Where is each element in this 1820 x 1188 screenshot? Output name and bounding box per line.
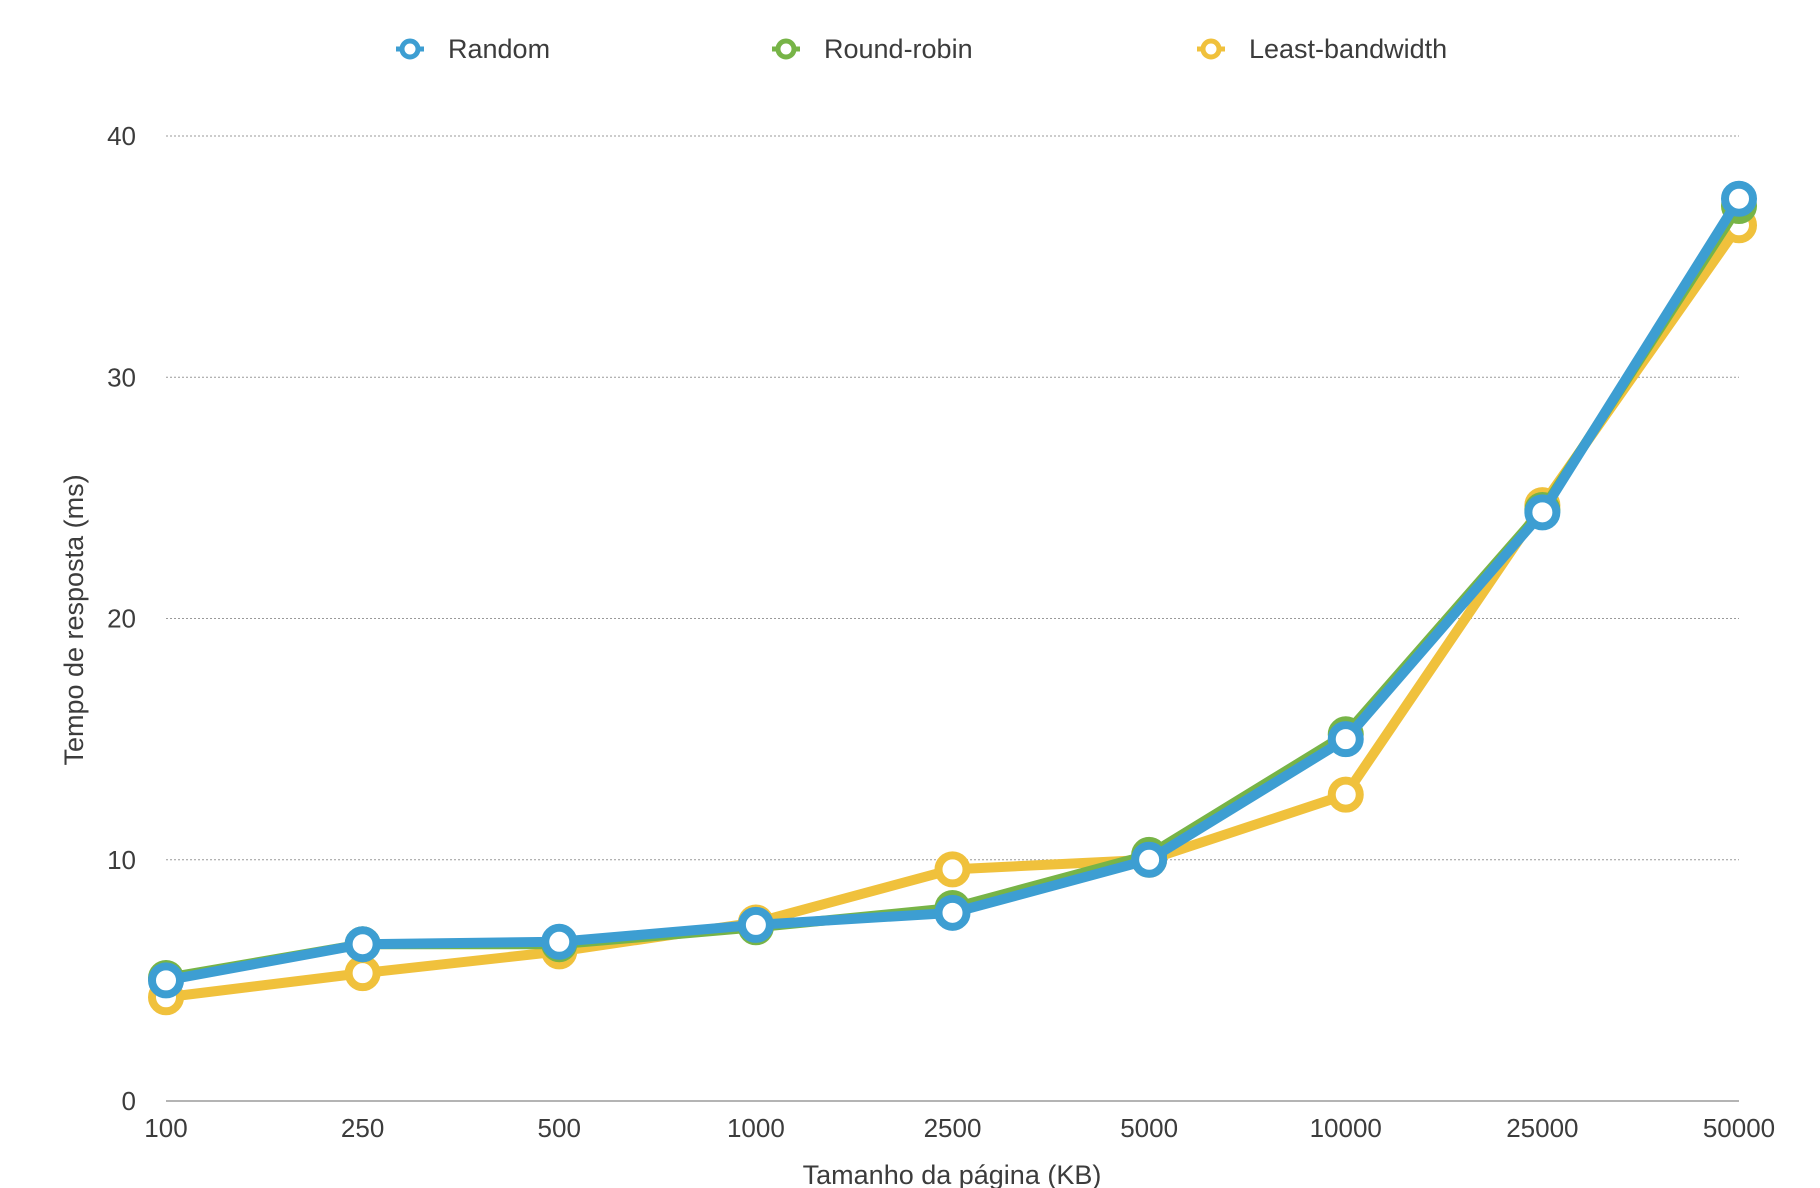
- data-point-random: [934, 894, 971, 931]
- legend-item-round-robin: Round-robin: [772, 34, 973, 64]
- series-random: [148, 180, 1757, 999]
- x-tick-label: 100: [144, 1113, 187, 1143]
- data-point-least-bandwidth: [934, 851, 971, 888]
- data-point-least-bandwidth: [344, 955, 381, 992]
- data-point-random: [1131, 841, 1168, 878]
- series-layer: [148, 180, 1757, 1016]
- data-point-random: [1327, 721, 1364, 758]
- y-tick-label: 10: [107, 845, 136, 875]
- grid-layer: [166, 135, 1739, 1102]
- data-point-random: [541, 923, 578, 960]
- legend-item-random: Random: [396, 34, 550, 64]
- x-tick-labels: 100 250 500 1000 2500 5000 10000 25000 50000: [144, 1113, 1775, 1143]
- legend-marker-icon: [1200, 38, 1222, 60]
- x-tick-label: 5000: [1120, 1113, 1178, 1143]
- x-tick-label: 500: [538, 1113, 581, 1143]
- legend-label: Least-bandwidth: [1249, 34, 1447, 64]
- y-tick-label: 0: [122, 1086, 136, 1116]
- legend-marker-icon: [775, 38, 797, 60]
- legend-item-least-bandwidth: Least-bandwidth: [1197, 34, 1447, 64]
- y-tick-label: 40: [107, 121, 136, 151]
- x-tick-label: 250: [341, 1113, 384, 1143]
- legend: Random Round-robin Least-bandwidth: [396, 34, 1447, 64]
- data-point-random: [1721, 180, 1757, 217]
- data-point-random: [737, 906, 774, 943]
- x-tick-label: 1000: [727, 1113, 785, 1143]
- data-point-least-bandwidth: [1327, 776, 1364, 813]
- data-point-random: [1524, 494, 1561, 531]
- data-point-random: [148, 962, 184, 999]
- legend-label: Round-robin: [824, 34, 973, 64]
- x-tick-label: 2500: [924, 1113, 982, 1143]
- y-tick-label: 30: [107, 362, 136, 392]
- x-tick-label: 50000: [1703, 1113, 1775, 1143]
- y-tick-label: 20: [107, 604, 136, 634]
- x-tick-label: 10000: [1310, 1113, 1382, 1143]
- legend-marker-icon: [399, 38, 421, 60]
- legend-label: Random: [448, 34, 550, 64]
- y-tick-labels: 0 10 20 30 40: [107, 121, 136, 1116]
- y-axis-title: Tempo de resposta (ms): [59, 474, 89, 765]
- x-tick-label: 25000: [1506, 1113, 1578, 1143]
- data-point-random: [344, 926, 381, 963]
- x-axis-title: Tamanho da página (KB): [803, 1160, 1102, 1188]
